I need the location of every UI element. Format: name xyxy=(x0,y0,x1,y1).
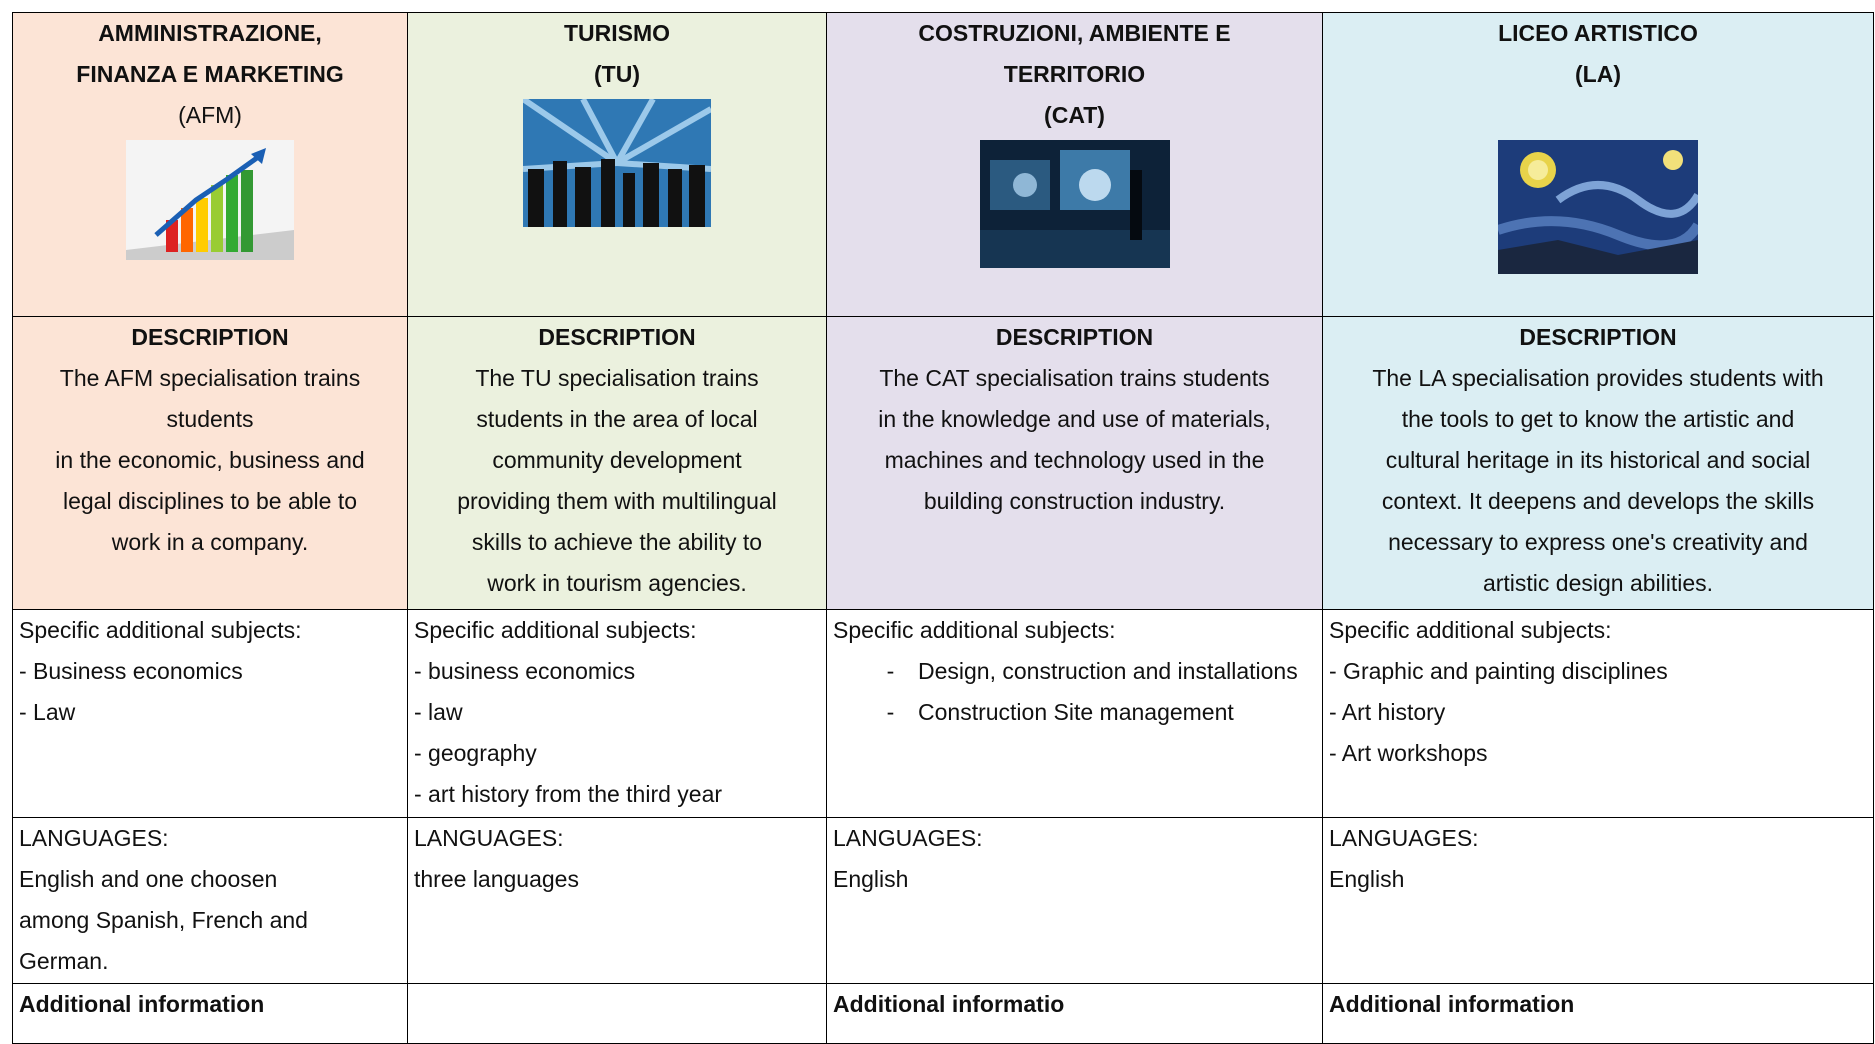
description-line: in the knowledge and use of materials, xyxy=(878,406,1271,432)
subjects-cell: Specific additional subjects: - Business … xyxy=(12,609,408,818)
additional-cell: Additional information xyxy=(12,983,408,1044)
subjects-cell: Specific additional subjects: - Design, co… xyxy=(826,609,1323,818)
subject-bullet: - xyxy=(886,699,895,725)
description-line: artistic design abilities. xyxy=(1482,570,1714,596)
description-heading: DESCRIPTION xyxy=(1519,324,1677,350)
subject-item: - Graphic and painting disciplines xyxy=(1329,658,1668,684)
subject-item: - law xyxy=(414,699,463,725)
additional-cell: Additional information xyxy=(1322,983,1874,1044)
subject-text: Design, construction and installations xyxy=(918,658,1298,684)
construction-image xyxy=(979,140,1170,268)
subject-item: - Art workshops xyxy=(1329,740,1488,766)
description-line: context. It deepens and develops the ski… xyxy=(1381,488,1815,514)
languages-heading: LANGUAGES: xyxy=(1329,825,1479,851)
languages-line: English xyxy=(833,866,909,892)
description-heading: DESCRIPTION xyxy=(995,324,1154,350)
languages-cell: LANGUAGES: English and one choosen among S… xyxy=(12,817,408,984)
header-cell: LICEO ARTISTICO (LA) xyxy=(1322,12,1874,317)
table-row: Specific additional subjects: - Business … xyxy=(12,609,1874,818)
description-line: necessary to express one's creativity an… xyxy=(1388,529,1808,555)
column-title: (TU) xyxy=(594,61,640,87)
description-cell: DESCRIPTION The LA specialisation provide… xyxy=(1322,316,1874,610)
description-line: work in tourism agencies. xyxy=(487,570,747,596)
painting-image xyxy=(1498,140,1698,274)
header-cell: AMMINISTRAZIONE, FINANZA E MARKETING (AFM) xyxy=(12,12,408,317)
chart-image xyxy=(126,140,294,260)
description-line: work in a company. xyxy=(111,529,309,555)
subjects-heading: Specific additional subjects: xyxy=(414,617,697,643)
subjects-heading: Specific additional subjects: xyxy=(19,617,302,643)
column-title: AMMINISTRAZIONE, xyxy=(98,20,322,46)
languages-heading: LANGUAGES: xyxy=(414,825,564,851)
description-line: The CAT specialisation trains students xyxy=(879,365,1270,391)
languages-line: English xyxy=(1329,866,1405,892)
description-line: skills to achieve the ability to xyxy=(471,529,763,555)
languages-cell: LANGUAGES: English xyxy=(826,817,1323,984)
description-heading: DESCRIPTION xyxy=(131,324,289,350)
description-line: legal disciplines to be able to xyxy=(62,488,358,514)
subject-bullet: - xyxy=(886,658,895,684)
additional-heading: Additional information xyxy=(19,991,265,1017)
specialisation-table: AMMINISTRAZIONE, FINANZA E MARKETING (AFM)… xyxy=(12,12,1874,1044)
subject-item: - Business economics xyxy=(19,658,243,684)
column-title: LICEO ARTISTICO xyxy=(1498,20,1698,46)
column-title: COSTRUZIONI, AMBIENTE E xyxy=(918,20,1231,46)
table-row: Additional information Additional informa… xyxy=(12,983,1874,1044)
header-cell: COSTRUZIONI, AMBIENTE E TERRITORIO (CAT) xyxy=(826,12,1323,317)
languages-line: German. xyxy=(19,948,109,974)
subject-item: - geography xyxy=(414,740,537,766)
additional-heading: Additional informatio xyxy=(833,991,1065,1017)
column-title: TERRITORIO xyxy=(1003,61,1146,87)
description-line: cultural heritage in its historical and … xyxy=(1385,447,1811,473)
page: AMMINISTRAZIONE, FINANZA E MARKETING (AFM)… xyxy=(12,12,1874,1044)
subject-item: - Design, construction and installations xyxy=(833,651,1316,692)
languages-line: three languages xyxy=(414,866,579,892)
subjects-cell: Specific additional subjects: - Graphic a… xyxy=(1322,609,1874,818)
description-line: students in the area of local xyxy=(476,406,758,432)
subject-item: - Law xyxy=(19,699,76,725)
subject-item: - Construction Site management xyxy=(833,692,1316,733)
description-line: The AFM specialisation trains xyxy=(59,365,361,391)
tourism-image xyxy=(523,99,711,227)
subject-text: Construction Site management xyxy=(918,699,1234,725)
description-line: community development xyxy=(492,447,742,473)
languages-line: English and one choosen xyxy=(19,866,278,892)
subject-item: - art history from the third year xyxy=(414,781,723,807)
additional-cell: Additional informatio xyxy=(826,983,1323,1044)
description-line: students xyxy=(166,406,254,432)
description-line: in the economic, business and xyxy=(55,447,365,473)
description-heading: DESCRIPTION xyxy=(538,324,696,350)
column-title: (CAT) xyxy=(1044,102,1105,128)
languages-heading: LANGUAGES: xyxy=(19,825,169,851)
description-line: building construction industry. xyxy=(923,488,1226,514)
description-line: machines and technology used in the xyxy=(884,447,1265,473)
languages-line: among Spanish, French and xyxy=(19,907,308,933)
column-title: TURISMO xyxy=(563,20,671,46)
description-line: The LA specialisation provides students … xyxy=(1372,365,1824,391)
languages-cell: LANGUAGES: three languages xyxy=(407,817,827,984)
column-title: FINANZA E MARKETING xyxy=(76,61,344,87)
table-row: DESCRIPTION The AFM specialisation trains… xyxy=(12,316,1874,610)
subjects-heading: Specific additional subjects: xyxy=(1329,617,1612,643)
subject-item: - business economics xyxy=(414,658,636,684)
column-title: (LA) xyxy=(1575,61,1621,87)
column-code: (AFM) xyxy=(178,102,242,128)
subjects-heading: Specific additional subjects: xyxy=(833,617,1116,643)
additional-cell xyxy=(407,983,827,1044)
description-line: the tools to get to know the artistic an… xyxy=(1401,406,1795,432)
header-cell: TURISMO (TU) xyxy=(407,12,827,317)
description-cell: DESCRIPTION The TU specialisation trains s… xyxy=(407,316,827,610)
table-row: AMMINISTRAZIONE, FINANZA E MARKETING (AFM)… xyxy=(12,12,1874,317)
subject-item: - Art history xyxy=(1329,699,1446,725)
languages-cell: LANGUAGES: English xyxy=(1322,817,1874,984)
description-line: The TU specialisation trains xyxy=(475,365,759,391)
description-cell: DESCRIPTION The AFM specialisation trains… xyxy=(12,316,408,610)
description-cell: DESCRIPTION The CAT specialisation trains… xyxy=(826,316,1323,610)
subjects-cell: Specific additional subjects: - business … xyxy=(407,609,827,818)
additional-heading: Additional information xyxy=(1329,991,1575,1017)
table-row: LANGUAGES: English and one choosen among S… xyxy=(12,817,1874,984)
description-line: providing them with multilingual xyxy=(457,488,777,514)
languages-heading: LANGUAGES: xyxy=(833,825,983,851)
